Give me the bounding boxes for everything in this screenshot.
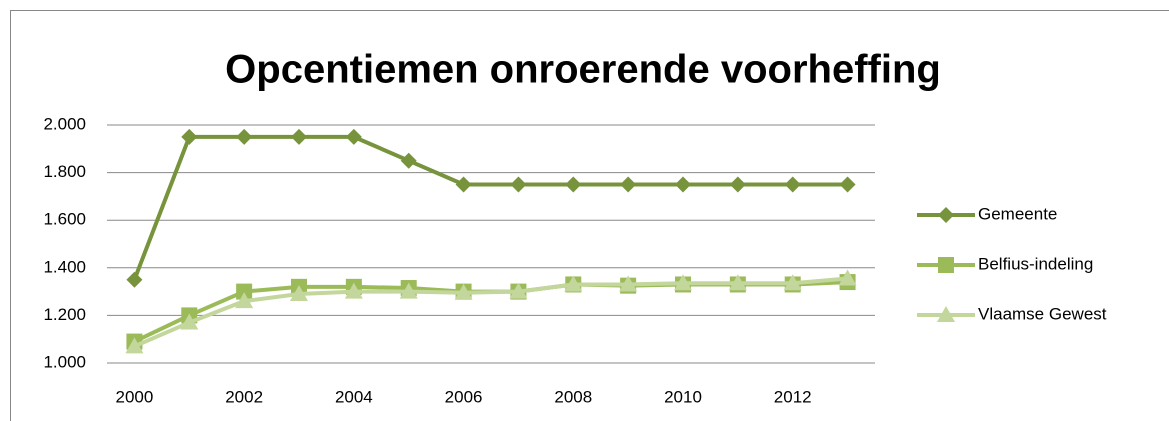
x-tick-label: 2006 [445,387,483,406]
data-point [729,176,746,193]
data-point [675,176,691,193]
data-point [783,274,802,291]
data-point [454,283,473,300]
data-point [674,274,692,291]
data-point [126,271,143,288]
data-point [838,269,857,286]
chart-title: Opcentiemen onroerende voorheffing [225,48,941,92]
legend-label: Belfius-indeling [978,254,1093,273]
data-point [400,152,417,169]
data-point [565,176,582,193]
series-line [132,134,848,281]
data-point [235,292,254,309]
legend-label: Gemeente [978,204,1057,223]
data-point [236,128,253,145]
data-point [345,128,362,145]
data-point [839,176,856,193]
y-tick-label: 1.200 [43,305,86,324]
data-point [455,176,472,193]
legend-marker [938,207,954,223]
y-tick-label: 1.000 [43,352,86,371]
data-point [620,176,637,193]
data-point [564,275,583,292]
data-point [180,313,199,330]
y-tick-label: 1.400 [43,257,86,276]
x-tick-label: 2010 [664,387,702,406]
x-tick-label: 2002 [225,387,263,406]
data-point [509,282,528,299]
data-point [125,337,144,354]
data-point [510,176,527,193]
data-point [619,275,638,292]
data-point [728,274,747,291]
data-point [290,284,308,301]
x-tick-label: 2000 [116,387,154,406]
x-tick-label: 2008 [554,387,592,406]
data-point [236,283,253,300]
data-point [344,282,363,299]
series-line [133,276,848,349]
legend-marker [938,257,954,273]
chart-border [10,10,1169,421]
y-tick-label: 1.600 [43,210,86,229]
y-tick-label: 2.000 [43,114,86,133]
x-tick-label: 2012 [774,387,812,406]
legend-label: Vlaamse Gewest [978,304,1107,323]
x-tick-label: 2004 [335,387,373,406]
data-point [181,128,198,145]
y-tick-label: 1.800 [43,162,86,181]
legend-marker [937,306,955,322]
data-point [399,282,418,299]
data-point [291,128,307,145]
data-point [784,176,801,193]
